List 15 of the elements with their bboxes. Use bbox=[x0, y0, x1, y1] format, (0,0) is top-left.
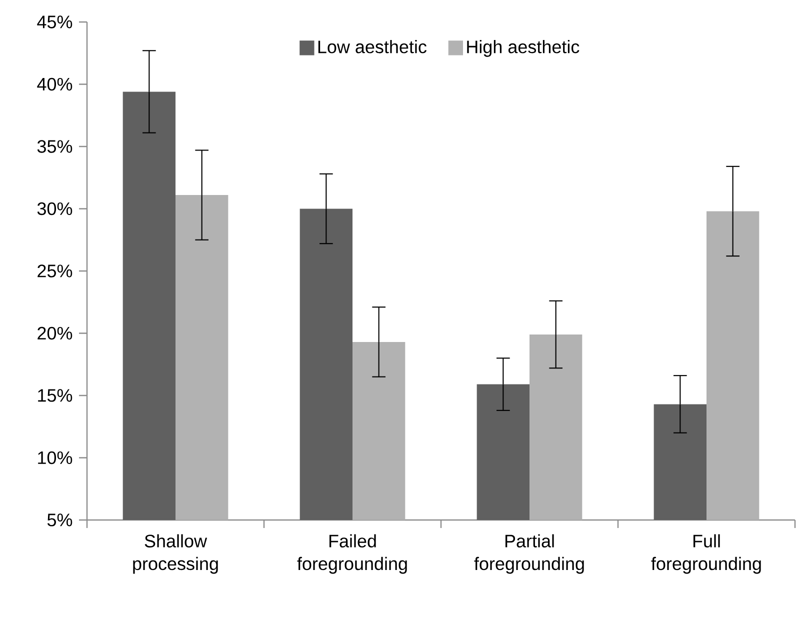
y-tick-label: 40% bbox=[37, 78, 72, 91]
y-tick-label: 20% bbox=[38, 326, 72, 340]
legend-label: High aesthetic bbox=[467, 40, 580, 57]
x-tick-label: Partial foregrounding bbox=[474, 534, 584, 574]
x-tick-label: Failed foregrounding bbox=[297, 534, 407, 574]
y-tick-label: 45% bbox=[37, 16, 72, 28]
x-tick-label: Full foregrounding bbox=[651, 534, 761, 574]
y-tick-label: 10% bbox=[38, 451, 72, 464]
y-tick-label: 30% bbox=[37, 202, 72, 216]
y-tick-label: 15% bbox=[38, 389, 72, 402]
y-tick-label: 25% bbox=[38, 264, 72, 278]
legend-label: Low aesthetic bbox=[318, 40, 426, 54]
x-tick-label: Shallow processing bbox=[133, 534, 218, 574]
y-tick-label: 5% bbox=[47, 514, 72, 526]
y-tick-label: 35% bbox=[37, 140, 72, 153]
